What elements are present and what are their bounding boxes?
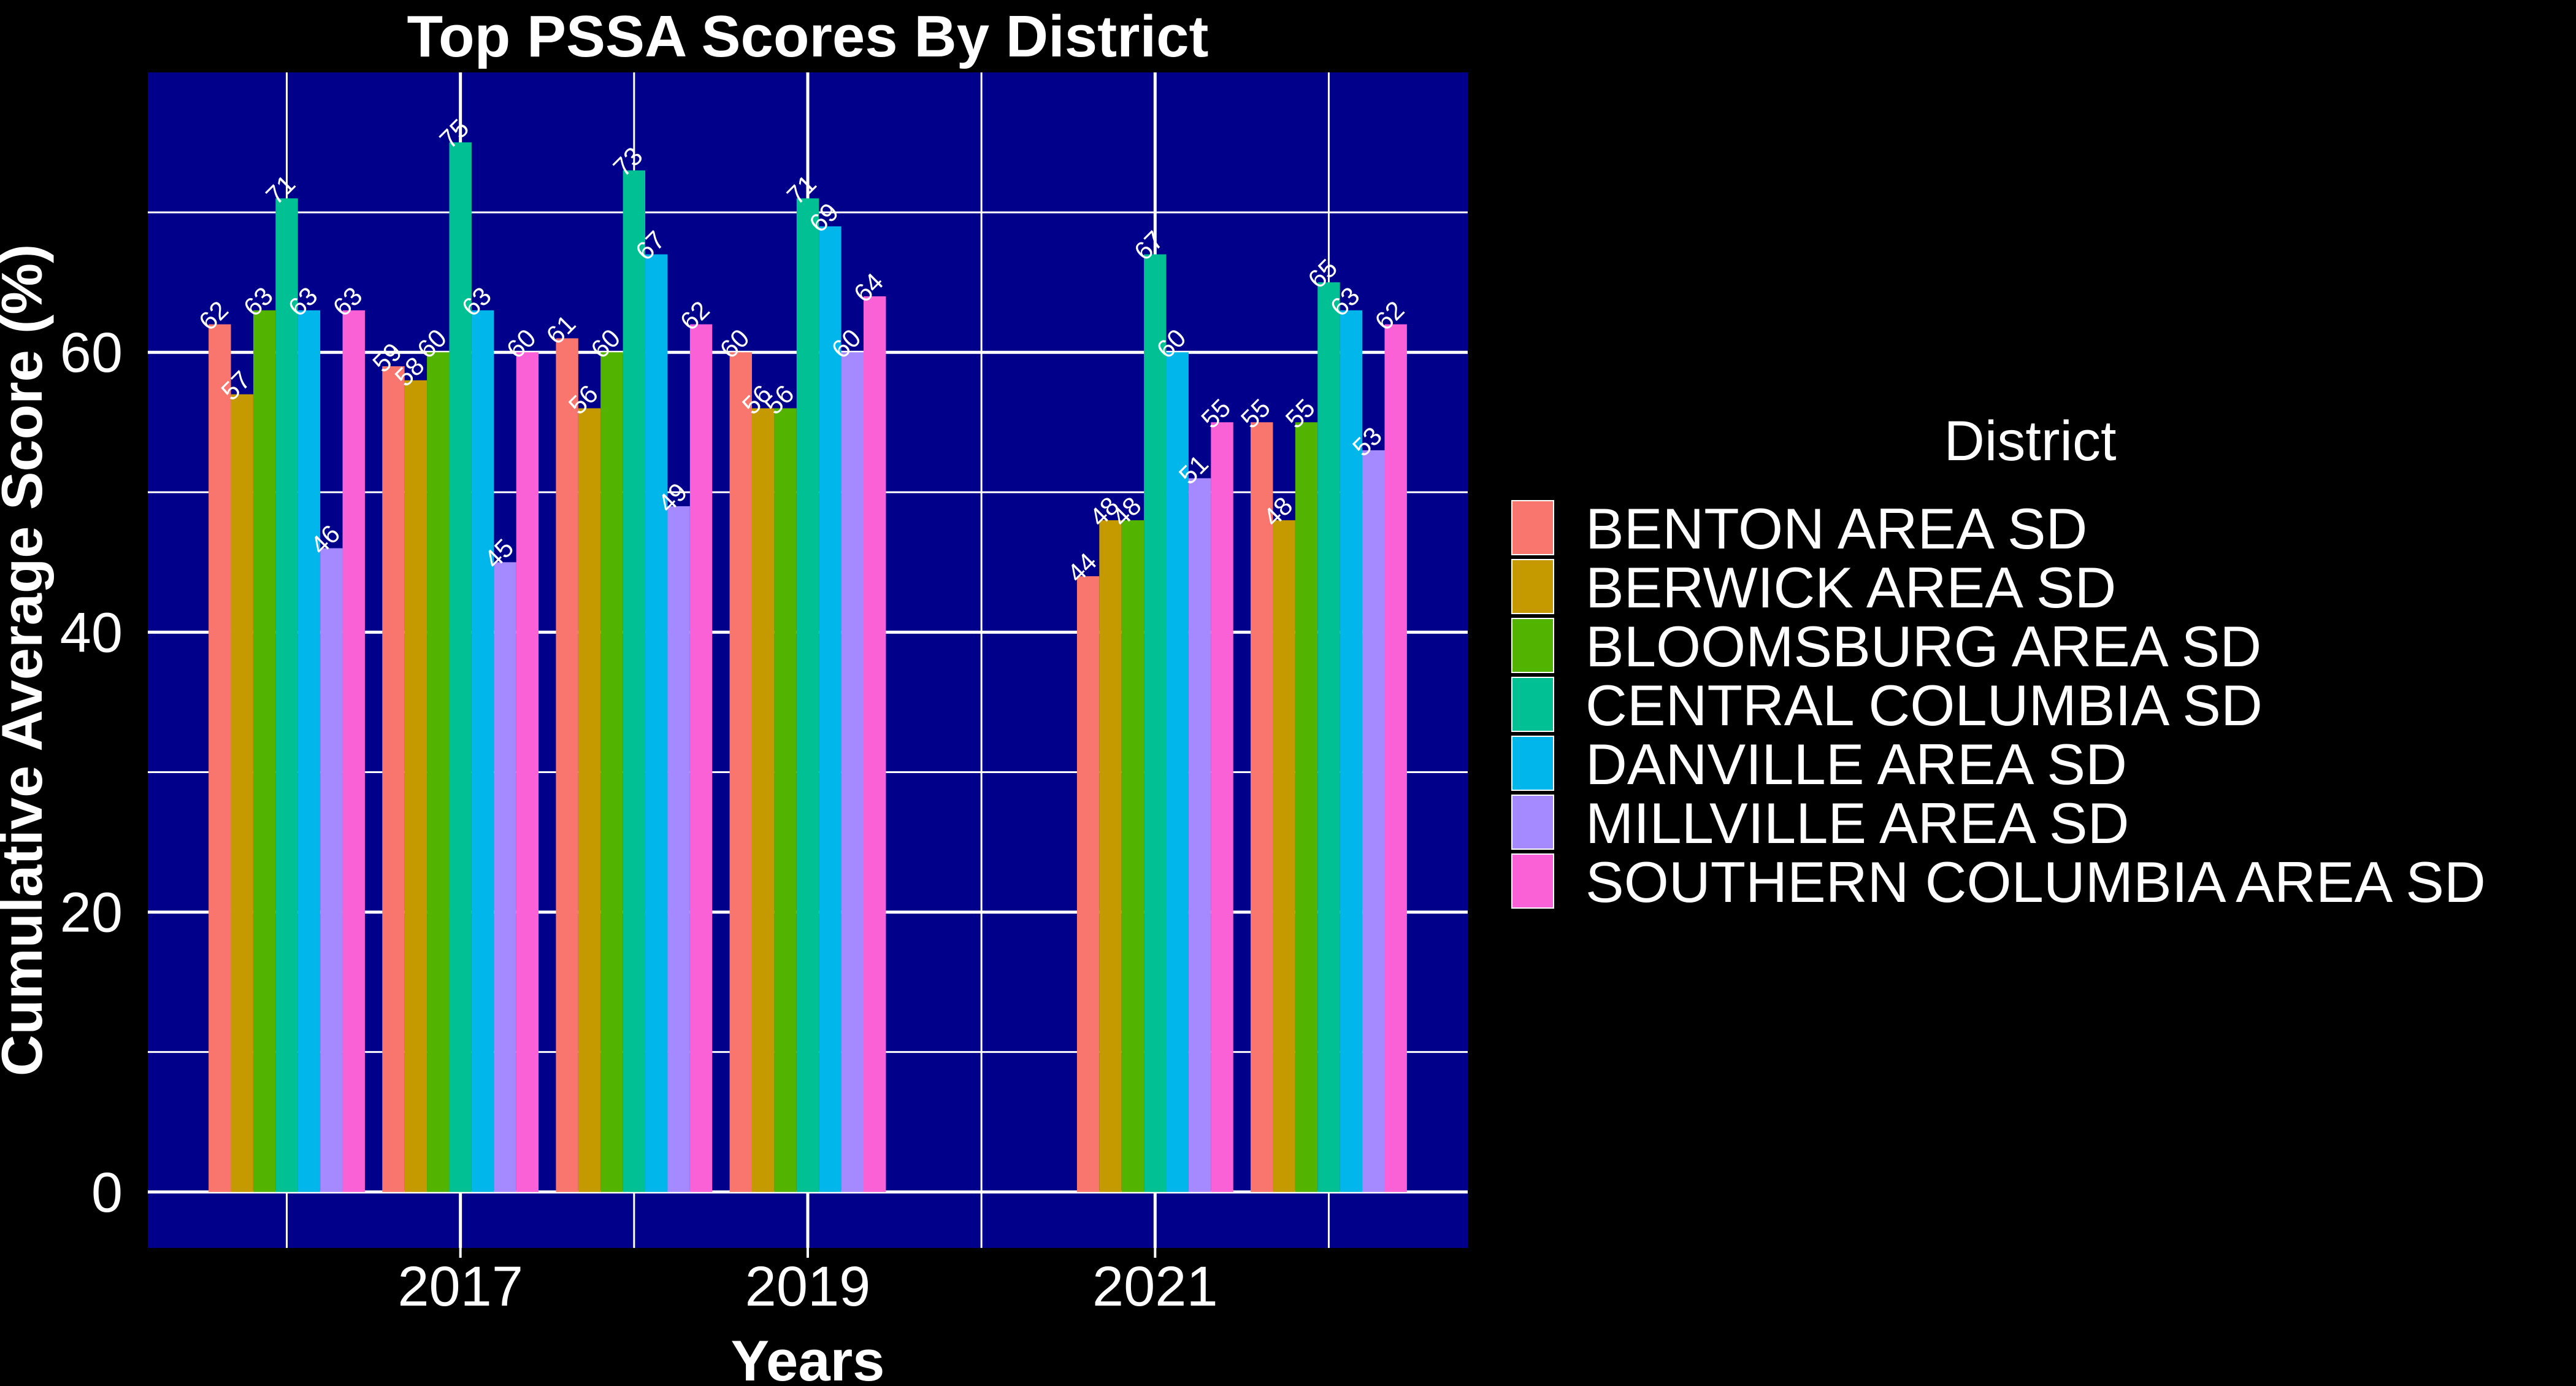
bar bbox=[623, 170, 646, 1192]
y-tick-label: 0 bbox=[91, 1161, 123, 1224]
bar bbox=[494, 562, 516, 1192]
bar bbox=[751, 408, 775, 1192]
legend-title: District bbox=[1944, 410, 2116, 472]
x-tick-label: 2019 bbox=[745, 1255, 871, 1318]
bar bbox=[1362, 450, 1385, 1192]
x-tick-label: 2021 bbox=[1092, 1255, 1218, 1318]
bar bbox=[427, 352, 450, 1192]
bar bbox=[1273, 520, 1295, 1192]
legend-label: CENTRAL COLUMBIA SD bbox=[1585, 673, 2263, 737]
legend-key bbox=[1511, 677, 1554, 732]
legend-key bbox=[1511, 500, 1554, 555]
bar bbox=[578, 408, 601, 1192]
bar bbox=[645, 254, 668, 1192]
bar bbox=[1251, 422, 1273, 1192]
bar bbox=[729, 352, 752, 1192]
bar bbox=[516, 352, 539, 1192]
bar bbox=[667, 506, 690, 1192]
bar bbox=[275, 198, 298, 1192]
bar bbox=[231, 394, 253, 1192]
legend-label: BLOOMSBURG AREA SD bbox=[1585, 614, 2261, 679]
y-tick-label: 60 bbox=[60, 321, 123, 384]
y-tick-label: 40 bbox=[60, 601, 123, 664]
y-tick-label: 20 bbox=[60, 882, 123, 944]
bars bbox=[209, 142, 1407, 1192]
bar bbox=[1144, 254, 1167, 1192]
x-axis-title: Years bbox=[731, 1328, 885, 1386]
bar bbox=[1295, 422, 1318, 1192]
y-axis-ticks: 0 20 40 60 bbox=[60, 321, 123, 1224]
bar bbox=[297, 310, 321, 1192]
bar bbox=[320, 548, 343, 1192]
bar bbox=[600, 352, 623, 1192]
bar bbox=[774, 408, 797, 1192]
bar bbox=[209, 324, 231, 1192]
legend-key bbox=[1511, 559, 1554, 614]
bar bbox=[404, 380, 427, 1192]
x-axis-ticks: 2017 2019 2021 bbox=[397, 1248, 1218, 1318]
bar bbox=[689, 324, 713, 1192]
bar bbox=[253, 310, 276, 1192]
bar bbox=[556, 338, 578, 1192]
legend-key bbox=[1511, 795, 1554, 850]
bar bbox=[471, 310, 494, 1192]
y-axis-title: Cumulative Average Score (%) bbox=[0, 244, 54, 1076]
bar bbox=[1211, 422, 1233, 1192]
x-tick-label: 2017 bbox=[397, 1255, 523, 1318]
legend-label: BERWICK AREA SD bbox=[1585, 555, 2116, 620]
bar bbox=[796, 198, 819, 1192]
bar bbox=[1340, 310, 1363, 1192]
bar bbox=[449, 142, 472, 1192]
bar bbox=[864, 296, 886, 1192]
bar bbox=[1188, 478, 1211, 1192]
legend-label: MILLVILLE AREA SD bbox=[1585, 791, 2129, 855]
bar bbox=[1099, 520, 1122, 1192]
bar bbox=[1166, 352, 1189, 1192]
bar bbox=[841, 352, 864, 1192]
bar bbox=[819, 226, 841, 1192]
bar bbox=[1317, 282, 1340, 1192]
chart-title: Top PSSA Scores By District bbox=[407, 4, 1208, 69]
legend-key bbox=[1511, 736, 1554, 791]
legend-label: BENTON AREA SD bbox=[1585, 496, 2087, 561]
bar bbox=[1384, 324, 1407, 1192]
legend-key bbox=[1511, 853, 1554, 909]
legend-label: DANVILLE AREA SD bbox=[1585, 732, 2127, 796]
bar bbox=[1076, 576, 1100, 1192]
legend-key bbox=[1511, 618, 1554, 673]
bar bbox=[382, 366, 405, 1192]
bar bbox=[1121, 520, 1144, 1192]
legend-label: SOUTHERN COLUMBIA AREA SD bbox=[1585, 850, 2486, 914]
bar bbox=[342, 310, 365, 1192]
